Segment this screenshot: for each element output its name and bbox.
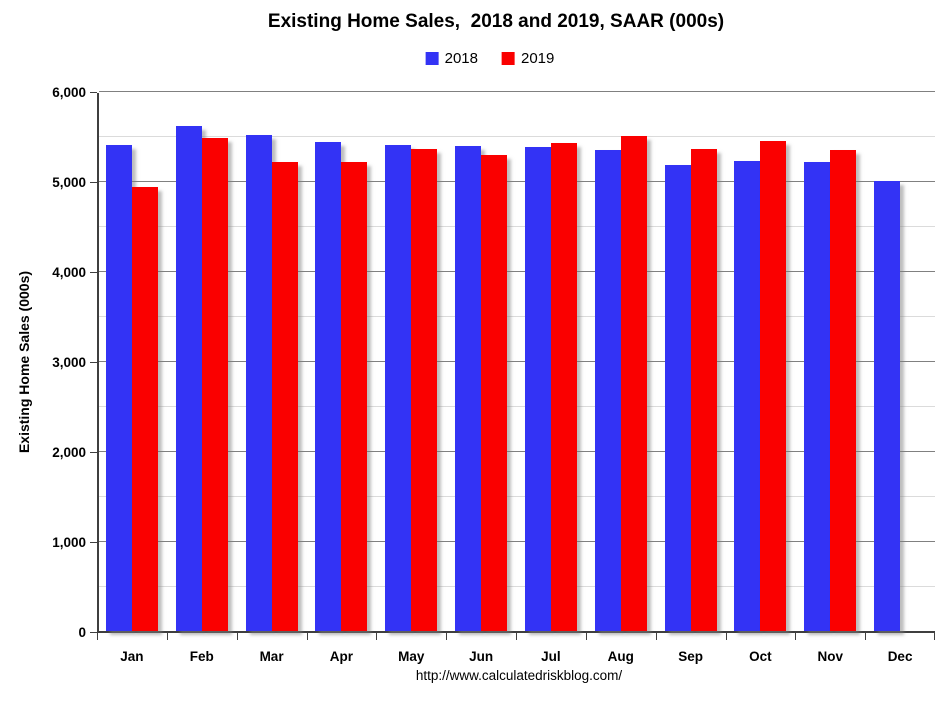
- x-tick-mark: [446, 633, 448, 640]
- y-tick-mark: [90, 92, 97, 93]
- major-gridline-3000: [99, 361, 935, 362]
- legend-swatch-icon: [502, 52, 515, 65]
- x-category-label-Dec: Dec: [887, 649, 913, 664]
- legend-item-2018: 2018: [425, 50, 478, 67]
- bar-2018-Oct: [734, 161, 761, 631]
- minor-gridline-2500: [99, 406, 935, 407]
- plot-area: [97, 91, 935, 633]
- minor-gridline-5500: [99, 136, 935, 137]
- x-category-label-Sep: Sep: [678, 649, 703, 664]
- x-tick-mark: [516, 633, 517, 640]
- bar-2019-Nov: [830, 149, 857, 631]
- y-tick-label-2,000: 2,000: [52, 445, 86, 460]
- bar-2018-Jan: [105, 145, 132, 631]
- x-category-label-Nov: Nov: [817, 649, 843, 664]
- y-tick-label-3,000: 3,000: [52, 355, 86, 370]
- bar-2018-Sep: [664, 164, 691, 631]
- legend-swatch-icon: [425, 52, 439, 65]
- x-tick-mark: [376, 633, 378, 640]
- bar-2019-Sep: [690, 148, 717, 631]
- bar-2018-May: [385, 145, 412, 631]
- y-tick-label-4,000: 4,000: [52, 265, 86, 280]
- major-gridline-4000: [99, 271, 935, 272]
- x-category-label-Feb: Feb: [189, 649, 214, 664]
- x-category-label-May: May: [398, 649, 425, 664]
- x-tick-mark: [585, 633, 587, 640]
- x-category-label-Apr: Apr: [329, 649, 354, 664]
- y-tick-mark: [90, 182, 97, 183]
- y-tick-mark: [90, 362, 97, 363]
- minor-gridline-1500: [99, 496, 935, 497]
- x-tick-mark: [865, 633, 867, 640]
- bar-2018-Jul: [524, 146, 551, 631]
- legend: 2018 2019: [425, 50, 554, 67]
- bar-2018-Dec: [874, 181, 901, 631]
- minor-gridline-500: [99, 586, 935, 587]
- y-tick-mark: [90, 542, 97, 543]
- x-category-label-Jan: Jan: [120, 649, 144, 664]
- x-tick-mark: [934, 633, 935, 640]
- minor-gridline-4500: [99, 226, 935, 227]
- legend-label-2019: 2019: [521, 50, 555, 67]
- y-tick-label-1,000: 1,000: [52, 535, 86, 550]
- bar-2019-May: [411, 148, 438, 631]
- major-gridline-2000: [99, 451, 935, 452]
- bar-2018-Mar: [245, 135, 272, 631]
- x-category-label-Mar: Mar: [259, 649, 284, 664]
- bar-2019-Apr: [341, 162, 368, 631]
- y-tick-label-5,000: 5,000: [52, 175, 86, 190]
- legend-item-2019: 2019: [502, 50, 554, 67]
- bar-2018-Aug: [594, 150, 621, 631]
- x-tick-mark: [795, 633, 797, 640]
- legend-label-2018: 2018: [444, 50, 478, 67]
- x-category-label-Jul: Jul: [541, 649, 561, 664]
- chart-title: Existing Home Sales, 2018 and 2019, SAAR…: [267, 11, 725, 32]
- major-gridline-6000: [99, 91, 935, 92]
- bar-2019-Feb: [201, 137, 228, 631]
- minor-gridline-3500: [99, 316, 935, 317]
- x-tick-mark: [236, 633, 238, 640]
- x-category-label-Oct: Oct: [749, 649, 772, 664]
- x-tick-mark: [725, 633, 727, 640]
- bar-2018-Apr: [315, 142, 342, 631]
- x-tick-mark: [97, 633, 98, 640]
- y-tick-mark: [90, 272, 97, 273]
- bar-2019-Mar: [271, 162, 298, 631]
- bar-2019-Oct: [760, 141, 787, 631]
- bar-2018-Jun: [455, 145, 482, 631]
- x-category-label-Aug: Aug: [607, 649, 634, 664]
- bar-2019-Aug: [620, 136, 647, 631]
- x-tick-mark: [655, 633, 657, 640]
- major-gridline-1000: [99, 541, 935, 542]
- x-tick-mark: [306, 633, 308, 640]
- bar-2019-Jul: [550, 143, 577, 631]
- y-tick-mark: [90, 632, 97, 633]
- footer-url: http://www.calculatedriskblog.com/: [415, 668, 623, 683]
- x-tick-mark: [166, 633, 168, 640]
- y-tick-label-0: 0: [78, 625, 86, 640]
- x-category-label-Jun: Jun: [469, 649, 494, 664]
- bar-2019-Jun: [481, 154, 508, 631]
- major-gridline-5000: [99, 181, 935, 182]
- y-tick-mark: [90, 452, 97, 453]
- y-tick-label-6,000: 6,000: [52, 85, 86, 100]
- bar-2018-Feb: [175, 126, 202, 631]
- bar-2018-Nov: [804, 162, 831, 631]
- bar-2019-Jan: [131, 187, 158, 631]
